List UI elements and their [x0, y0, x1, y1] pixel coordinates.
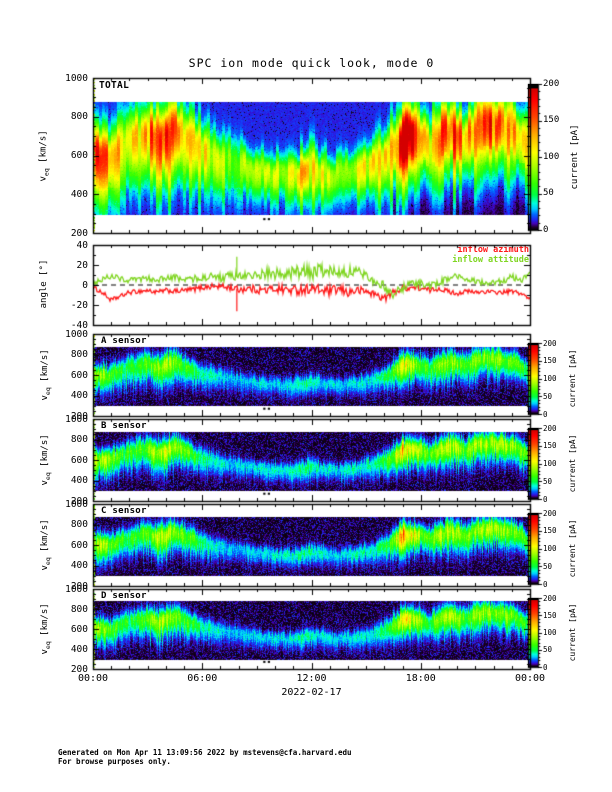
colorbar-label-c-sensor: current [pA]: [567, 519, 577, 577]
colorbar-tick-label-b: 100: [543, 459, 557, 468]
y-tick-label-a: 1000: [65, 328, 88, 340]
colorbar-label-total: current [pA]: [570, 124, 580, 190]
colorbar-tick-label-a: 150: [543, 356, 557, 366]
b-sensor-spectrogram: [93, 419, 530, 501]
y-tick-label-total: 200: [70, 227, 88, 239]
total-spectrogram: [93, 78, 530, 233]
y-tick-label-angle: 40: [76, 239, 88, 251]
y-tick-label-b: 400: [70, 475, 88, 486]
c-sensor-spectrogram: [93, 504, 530, 586]
colorbar-tick-label-b: 200: [543, 423, 557, 433]
a-sensor-spectrogram: [93, 334, 530, 416]
y-tick-label-total: 1000: [65, 72, 88, 84]
y-tick-label-c: 400: [70, 560, 88, 571]
y-tick-label-total: 600: [70, 150, 88, 161]
y-tick-label-a: 600: [70, 369, 88, 381]
y-tick-label-c: 200: [70, 580, 88, 592]
x-tick-label: 00:00: [77, 673, 109, 684]
colorbar-label-a-sensor: current [pA]: [567, 349, 577, 407]
colorbar-tick-label-d: 100: [543, 628, 557, 637]
y-tick-label-d: 600: [70, 623, 88, 635]
colorbar-b-sensor: [528, 428, 538, 499]
colorbar-tick-label-a: 0: [543, 409, 548, 419]
y-tick-label-c: 1000: [65, 498, 88, 510]
colorbar-tick-label-d: 200: [543, 593, 557, 603]
panel-label-total: TOTAL: [99, 80, 130, 91]
x-tick-label: 18:00: [405, 673, 436, 684]
colorbar-tick-label-total: 50: [543, 188, 554, 198]
x-tick-label: 12:00: [296, 673, 327, 684]
y-tick-label-angle: -20: [70, 299, 88, 311]
y-tick-label-angle: -40: [70, 319, 88, 331]
colorbar-tick-label-d: 50: [543, 645, 553, 655]
colorbar-tick-label-c: 200: [543, 508, 557, 518]
colorbar-tick-label-c: 0: [543, 579, 548, 589]
y-tick-label-b: 800: [70, 434, 88, 445]
y-tick-label-c: 600: [70, 539, 88, 551]
y-tick-label-total: 800: [70, 111, 88, 123]
y-tick-label-b: 1000: [65, 413, 88, 425]
footer: Generated on Mon Apr 11 13:09:56 2022 by…: [58, 748, 352, 766]
legend-inflow-attitude: inflow attitude: [452, 254, 529, 265]
y-tick-label-d: 400: [70, 643, 88, 655]
colorbar-tick-label-total: 100: [543, 151, 560, 162]
footer-browse-line: For browse purposes only.: [58, 756, 171, 766]
colorbar-tick-label-b: 150: [543, 441, 557, 451]
panel-label-b-sensor: B sensor: [101, 421, 147, 431]
y-tick-label-a: 200: [70, 410, 88, 422]
colorbar-c-sensor: [528, 513, 538, 584]
colorbar-tick-label-b: 50: [543, 476, 553, 486]
colorbar-label-b-sensor: current [pA]: [567, 434, 577, 492]
y-tick-label-angle: 20: [76, 259, 88, 271]
colorbar-tick-label-c: 150: [543, 526, 557, 536]
colorbar-total: [528, 84, 538, 230]
colorbar-a-sensor: [528, 343, 538, 414]
angle-legend: inflow azimuth inflow attitude: [452, 245, 529, 265]
colorbar-tick-label-c: 50: [543, 561, 553, 571]
y-tick-label-d: 800: [70, 603, 88, 615]
y-tick-label-b: 200: [70, 495, 88, 507]
panel-label-c-sensor: C sensor: [101, 506, 147, 516]
y-tick-label-d: 1000: [65, 583, 88, 595]
x-axis-date-label: 2022-02-17: [281, 687, 342, 698]
colorbar-tick-label-d: 0: [543, 662, 548, 672]
y-tick-label-d: 200: [70, 663, 88, 675]
colorbar-tick-label-d: 150: [543, 610, 557, 620]
panel-label-d-sensor: D sensor: [101, 591, 147, 601]
x-tick-label: 00:00: [514, 673, 546, 684]
colorbar-tick-label-a: 200: [543, 338, 557, 348]
colorbar-tick-label-c: 100: [543, 544, 557, 553]
colorbar-tick-label-a: 50: [543, 391, 553, 401]
d-sensor-spectrogram: [93, 589, 530, 669]
colorbar-tick-label-total: 0: [543, 224, 549, 235]
colorbar-tick-label-a: 100: [543, 374, 557, 383]
y-tick-label-c: 800: [70, 519, 88, 530]
colorbar-tick-label-b: 0: [543, 494, 548, 504]
y-tick-label-b: 600: [70, 454, 88, 466]
colorbar-tick-label-total: 150: [543, 115, 560, 125]
y-tick-label-a: 400: [70, 390, 88, 401]
colorbar-tick-label-total: 200: [543, 78, 560, 89]
colorbar-d-sensor: [528, 598, 538, 667]
colorbar-label-d-sensor: current [pA]: [567, 603, 577, 661]
y-tick-label-a: 800: [70, 349, 88, 360]
x-tick-label: 06:00: [187, 673, 218, 684]
y-tick-label-angle: 0: [82, 279, 88, 291]
y-tick-label-total: 400: [70, 188, 88, 200]
panel-label-a-sensor: A sensor: [101, 336, 147, 346]
figure-title: SPC ion mode quick look, mode 0: [188, 56, 435, 70]
